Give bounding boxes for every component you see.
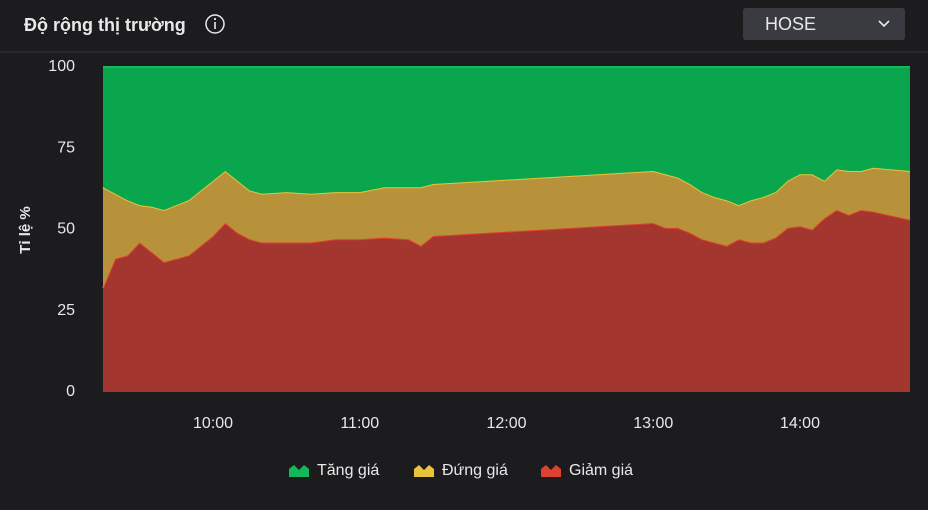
x-tick-label: 13:00: [633, 415, 673, 432]
area: [103, 167, 910, 288]
legend-item[interactable]: Đứng giá: [414, 462, 508, 479]
legend-label: Đứng giá: [442, 462, 508, 479]
legend-item[interactable]: Tăng giá: [289, 462, 379, 479]
legend-icon: [414, 465, 434, 477]
y-tick-label: 75: [57, 139, 75, 156]
x-tick-label: 11:00: [340, 415, 379, 432]
y-tick-label: 100: [48, 58, 75, 75]
y-tick-label: 25: [57, 302, 75, 319]
x-tick-label: 10:00: [193, 415, 233, 432]
legend-label: Tăng giá: [317, 462, 379, 479]
x-tick-label: 14:00: [780, 415, 820, 432]
y-tick-label: 50: [57, 221, 75, 238]
exchange-selector[interactable]: HOSE: [743, 8, 905, 40]
area: [103, 67, 910, 210]
y-tick-label: 0: [66, 383, 75, 400]
area: [103, 210, 910, 392]
legend-label: Giảm giá: [569, 462, 633, 479]
legend-icon: [541, 465, 561, 477]
legend-icon: [289, 465, 309, 477]
x-tick-label: 12:00: [486, 415, 526, 432]
info-icon[interactable]: [205, 14, 225, 34]
selector-label: HOSE: [765, 14, 816, 34]
page-title: Độ rộng thị trường: [24, 15, 186, 35]
legend-item[interactable]: Giảm giá: [541, 462, 633, 479]
y-axis-label: Tỉ lệ %: [17, 206, 34, 254]
